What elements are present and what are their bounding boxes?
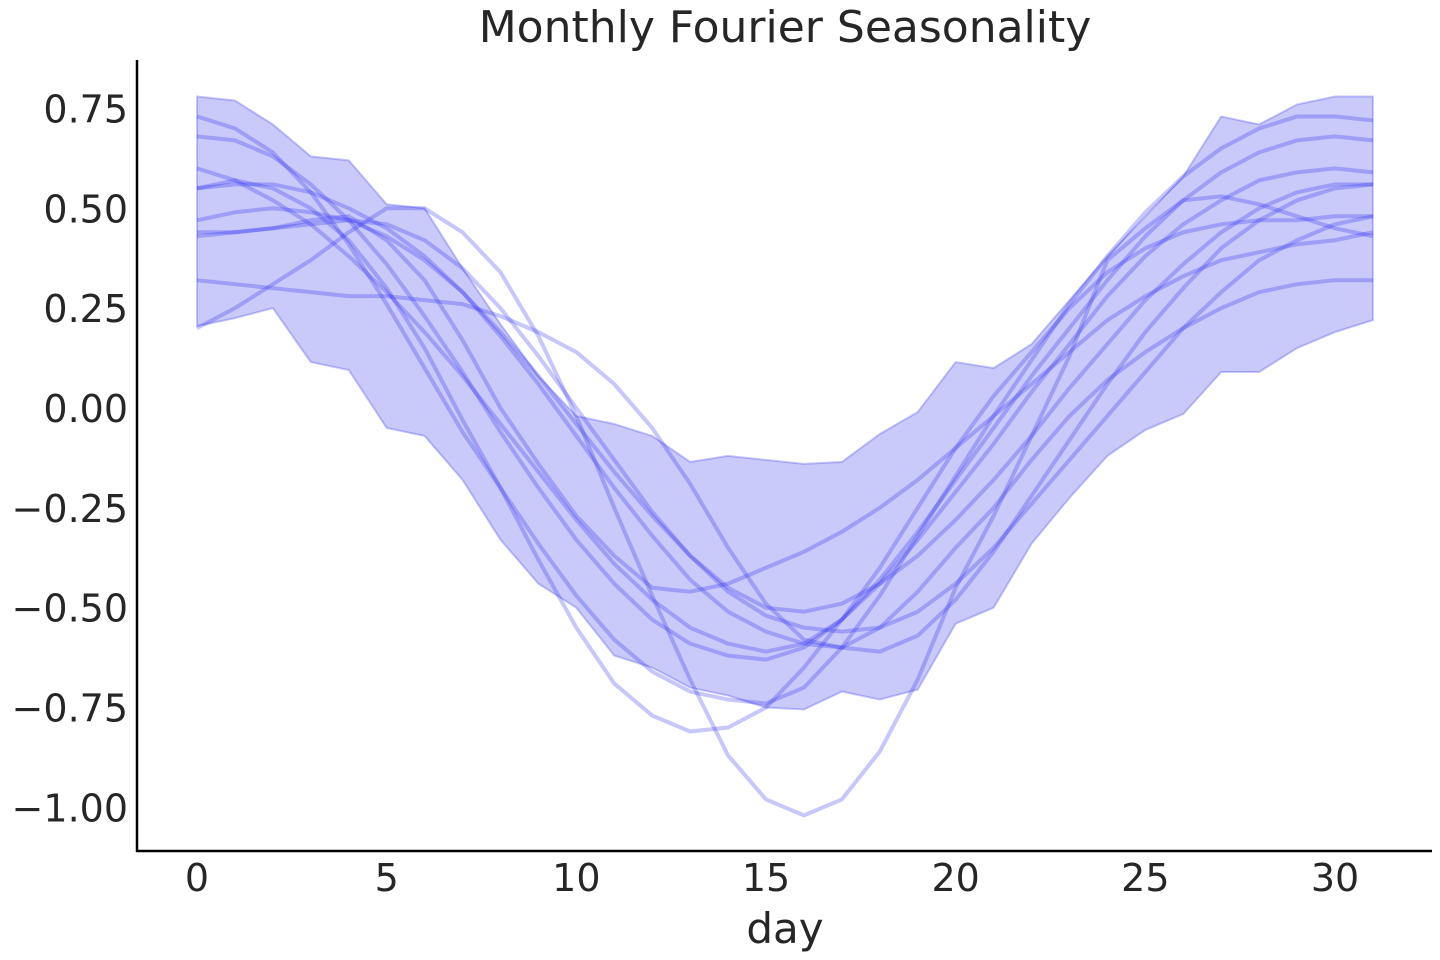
x-tick-label: 5 bbox=[375, 856, 399, 900]
y-tick-label: 0.50 bbox=[43, 187, 128, 231]
series-line-6 bbox=[196, 182, 1374, 654]
x-tick-label: 10 bbox=[552, 856, 600, 900]
chart-title: Monthly Fourier Seasonality bbox=[479, 2, 1092, 53]
series-line-3 bbox=[196, 114, 1374, 706]
y-tick-label: 0.00 bbox=[43, 387, 128, 431]
y-tick-label: −1.00 bbox=[12, 786, 128, 830]
plot-area bbox=[196, 95, 1374, 818]
x-tick-label: 25 bbox=[1121, 856, 1169, 900]
series-line-4 bbox=[196, 134, 1374, 662]
hdi-band bbox=[196, 95, 1374, 711]
y-tick-label: −0.25 bbox=[12, 487, 128, 531]
y-tick-label: −0.50 bbox=[12, 587, 128, 631]
y-tick-label: 0.75 bbox=[43, 87, 128, 131]
x-tick-label: 15 bbox=[742, 856, 790, 900]
series-line-9 bbox=[196, 214, 1374, 594]
series-line-10 bbox=[196, 278, 1373, 650]
x-tick-labels: 0 5 10 15 20 25 30 bbox=[185, 856, 1359, 900]
y-tick-label: −0.75 bbox=[12, 687, 128, 731]
x-axis-label: day bbox=[746, 904, 823, 953]
x-tick-label: 30 bbox=[1311, 856, 1359, 900]
series-line-8 bbox=[197, 214, 1374, 634]
series-line-5 bbox=[196, 166, 1374, 654]
x-tick-label: 0 bbox=[185, 856, 209, 900]
series-line-7 bbox=[196, 182, 1373, 614]
y-tick-label: 0.25 bbox=[43, 287, 128, 331]
x-tick-label: 20 bbox=[931, 856, 979, 900]
y-tick-labels: 0.75 0.50 0.25 0.00 −0.25 −0.50 −0.75 −1.00 bbox=[12, 87, 128, 830]
series-line-1 bbox=[196, 194, 1374, 818]
series-line-2 bbox=[196, 178, 1373, 734]
